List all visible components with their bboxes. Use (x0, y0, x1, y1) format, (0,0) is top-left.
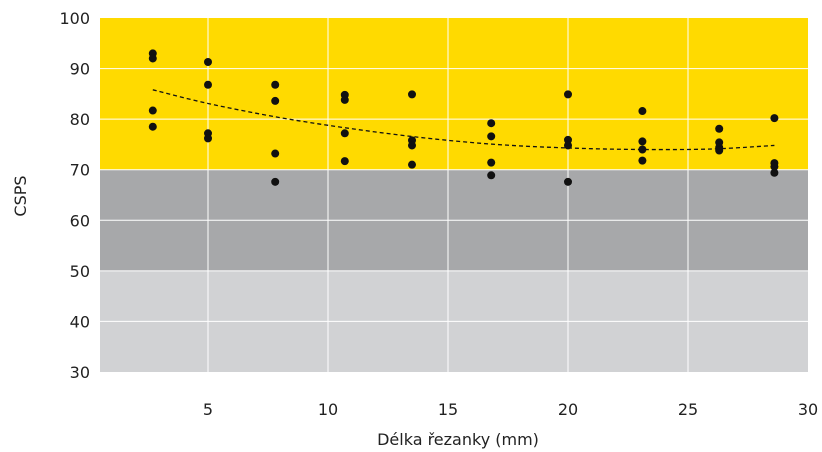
data-point (638, 145, 647, 154)
data-point (564, 135, 572, 144)
data-point (271, 80, 280, 89)
x-tick-label: 5 (203, 400, 213, 419)
data-point (487, 119, 496, 128)
y-tick-label: 60 (70, 211, 90, 230)
grid-lines (100, 18, 808, 372)
data-point (715, 124, 724, 133)
x-axis-ticks: 5 10 15 20 25 30 (203, 400, 818, 419)
data-point (271, 149, 280, 158)
data-point (487, 171, 496, 180)
background-band-0 (100, 18, 808, 170)
data-point (204, 57, 212, 66)
y-tick-label: 90 (70, 60, 90, 79)
data-point (271, 177, 280, 186)
x-tick-label: 10 (318, 400, 338, 419)
data-point (271, 96, 280, 105)
y-tick-label: 30 (70, 363, 90, 382)
trend-line (152, 89, 775, 151)
x-tick-label: 15 (438, 400, 458, 419)
data-point (638, 107, 647, 116)
data-point (770, 114, 779, 123)
data-point (770, 168, 779, 177)
y-axis-ticks: 30 40 50 60 70 80 90 100 (59, 9, 90, 382)
data-point (204, 80, 212, 89)
y-tick-label: 80 (70, 110, 90, 129)
data-point (638, 156, 647, 165)
data-point (770, 162, 779, 171)
x-tick-label: 25 (678, 400, 698, 419)
data-points (148, 49, 779, 186)
data-point (340, 95, 349, 104)
data-point (408, 90, 416, 99)
data-point (638, 137, 647, 146)
data-point (408, 141, 416, 150)
data-point (340, 157, 349, 166)
data-point (340, 129, 349, 138)
data-point (148, 54, 157, 63)
x-axis-title: Délka řezanky (mm) (377, 430, 539, 449)
data-point (148, 122, 157, 131)
data-point (148, 106, 157, 115)
data-point (487, 158, 496, 167)
data-point (564, 141, 572, 150)
data-point (715, 146, 724, 155)
y-axis-title: CSPS (11, 175, 30, 216)
background-bands (100, 18, 808, 372)
data-point (564, 177, 572, 186)
x-tick-label: 30 (798, 400, 818, 419)
y-tick-label: 50 (70, 262, 90, 281)
data-point (204, 134, 212, 143)
y-tick-label: 70 (70, 161, 90, 180)
data-point (487, 132, 496, 141)
y-tick-label: 40 (70, 312, 90, 331)
data-point (408, 160, 416, 169)
data-point (564, 90, 572, 99)
x-tick-label: 20 (558, 400, 578, 419)
y-tick-label: 100 (59, 9, 90, 28)
